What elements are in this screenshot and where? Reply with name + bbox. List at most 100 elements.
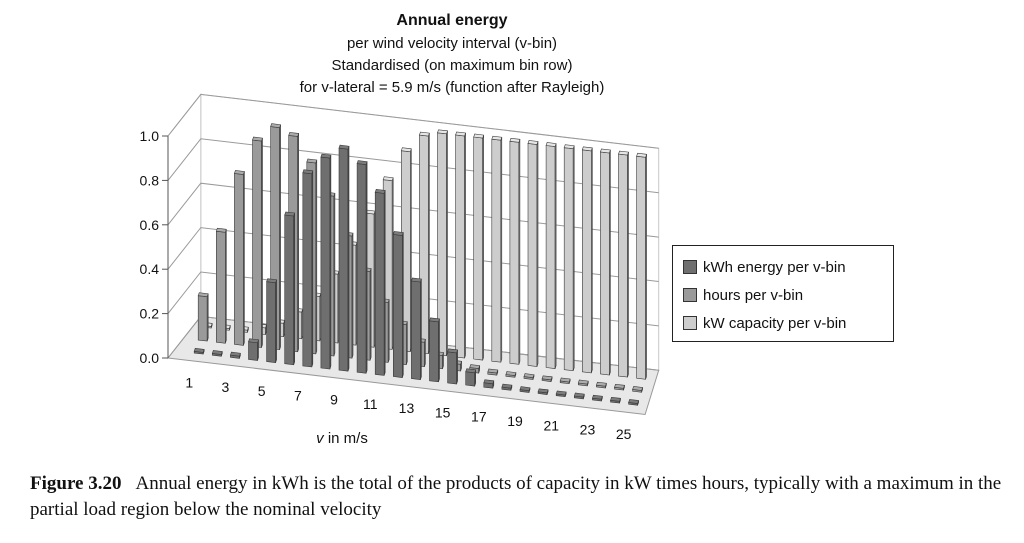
bar-side <box>464 132 466 359</box>
bar-top <box>563 144 575 150</box>
bar-side <box>446 130 448 356</box>
bar-side <box>369 268 372 361</box>
bar-side <box>347 146 350 372</box>
bar-0-8 <box>338 144 350 372</box>
bar-0-1 <box>211 350 223 357</box>
x-tick-label: 19 <box>507 413 523 429</box>
bar-0-7 <box>320 153 332 370</box>
bar-side <box>609 149 611 376</box>
bar-top <box>527 140 539 145</box>
x-tick-label: 9 <box>330 392 338 408</box>
bar-1-24 <box>632 386 644 393</box>
bar-side <box>383 190 386 376</box>
bar-top <box>465 368 477 374</box>
bar-side <box>275 279 277 363</box>
y-tick-label: 0.2 <box>140 306 160 322</box>
bar-top <box>288 132 300 137</box>
bar-side <box>420 278 422 380</box>
bar-2-15 <box>473 133 485 361</box>
bar-side <box>293 212 296 365</box>
bar-side <box>297 133 300 352</box>
bar-top <box>491 135 503 141</box>
bar-1-21 <box>577 379 589 387</box>
x-tick-label: 13 <box>399 400 415 416</box>
bar-top <box>320 153 332 159</box>
bar-side <box>279 124 281 350</box>
x-tick-label: 21 <box>543 417 559 433</box>
bar-0-4 <box>266 278 278 364</box>
legend-swatch-kwh <box>683 260 697 274</box>
bar-2-21 <box>581 146 593 374</box>
figure-caption-text: Annual energy in kWh is the total of the… <box>30 473 1002 520</box>
chart-gridline <box>167 182 659 238</box>
bar-top <box>483 379 495 385</box>
legend-swatch-kw <box>683 316 697 330</box>
bar-0-21 <box>573 392 585 400</box>
bar-side <box>438 318 440 382</box>
bar-0-3 <box>248 338 259 361</box>
legend-item-kwh: kWh energy per v-bin <box>673 253 893 281</box>
chart-subtitle-line-2: Standardised (on maximum bin row) <box>331 57 573 74</box>
legend-swatch-hours <box>683 288 697 302</box>
y-tick-label: 0.0 <box>140 350 160 366</box>
bar-side <box>572 145 575 371</box>
x-tick-label: 3 <box>222 379 230 395</box>
bar-0-9 <box>356 160 368 374</box>
y-tick-label: 0.6 <box>140 217 160 233</box>
bar-1-18 <box>523 373 535 380</box>
bar-side <box>315 159 318 354</box>
bar-front <box>491 138 502 363</box>
bar-2-18 <box>527 140 539 367</box>
bar-front <box>197 295 208 342</box>
bar-2-19 <box>545 142 557 369</box>
y-tick-label: 0.4 <box>140 261 160 277</box>
bar-front <box>545 145 556 369</box>
bar-top <box>509 137 521 143</box>
bar-top <box>559 377 571 383</box>
bar-front <box>581 149 592 374</box>
bar-side <box>645 154 647 380</box>
bar-top <box>577 379 589 385</box>
chart-axis-labels: 0.00.20.40.60.81.01 3 5 7 9 11 13 15 17 19 21 23 25v… <box>140 128 632 447</box>
bar-top <box>537 388 549 394</box>
bar-0-15 <box>465 368 477 387</box>
bar-1-1 <box>215 227 227 344</box>
bar-2-22 <box>599 148 611 376</box>
bar-side <box>500 137 503 363</box>
bar-side <box>518 139 521 365</box>
bar-top <box>248 338 259 344</box>
bar-front <box>248 341 258 361</box>
bar-side <box>311 170 314 367</box>
bar-top <box>541 375 553 381</box>
legend-label-hours: hours per v-bin <box>703 286 804 304</box>
bar-side <box>243 171 245 346</box>
bar-top <box>284 211 296 217</box>
bar-0-10 <box>374 188 386 376</box>
bar-top <box>505 371 517 376</box>
bar-side <box>365 161 368 374</box>
bar-top <box>356 160 368 165</box>
bar-1-16 <box>487 368 499 376</box>
bar-top <box>193 347 205 353</box>
bar-2-23 <box>618 150 629 378</box>
bar-front <box>284 214 295 366</box>
bar-0-2 <box>229 351 241 359</box>
bar-side <box>482 135 485 361</box>
bar-front <box>600 151 610 376</box>
bar-1-20 <box>559 377 571 385</box>
bar-front <box>411 280 421 381</box>
x-tick-label: 11 <box>363 396 378 412</box>
bar-top <box>610 396 621 402</box>
bar-top <box>555 390 567 396</box>
bar-front <box>465 371 476 387</box>
bar-front <box>374 191 385 376</box>
x-tick-label: 25 <box>616 426 632 442</box>
y-tick-label: 0.8 <box>140 172 160 188</box>
bar-1-17 <box>505 371 517 378</box>
bar-front <box>527 143 538 367</box>
bar-2-13 <box>437 129 448 357</box>
bar-front <box>447 351 457 385</box>
bar-top <box>215 227 227 233</box>
bar-top <box>306 158 318 164</box>
bar-side <box>261 138 263 348</box>
